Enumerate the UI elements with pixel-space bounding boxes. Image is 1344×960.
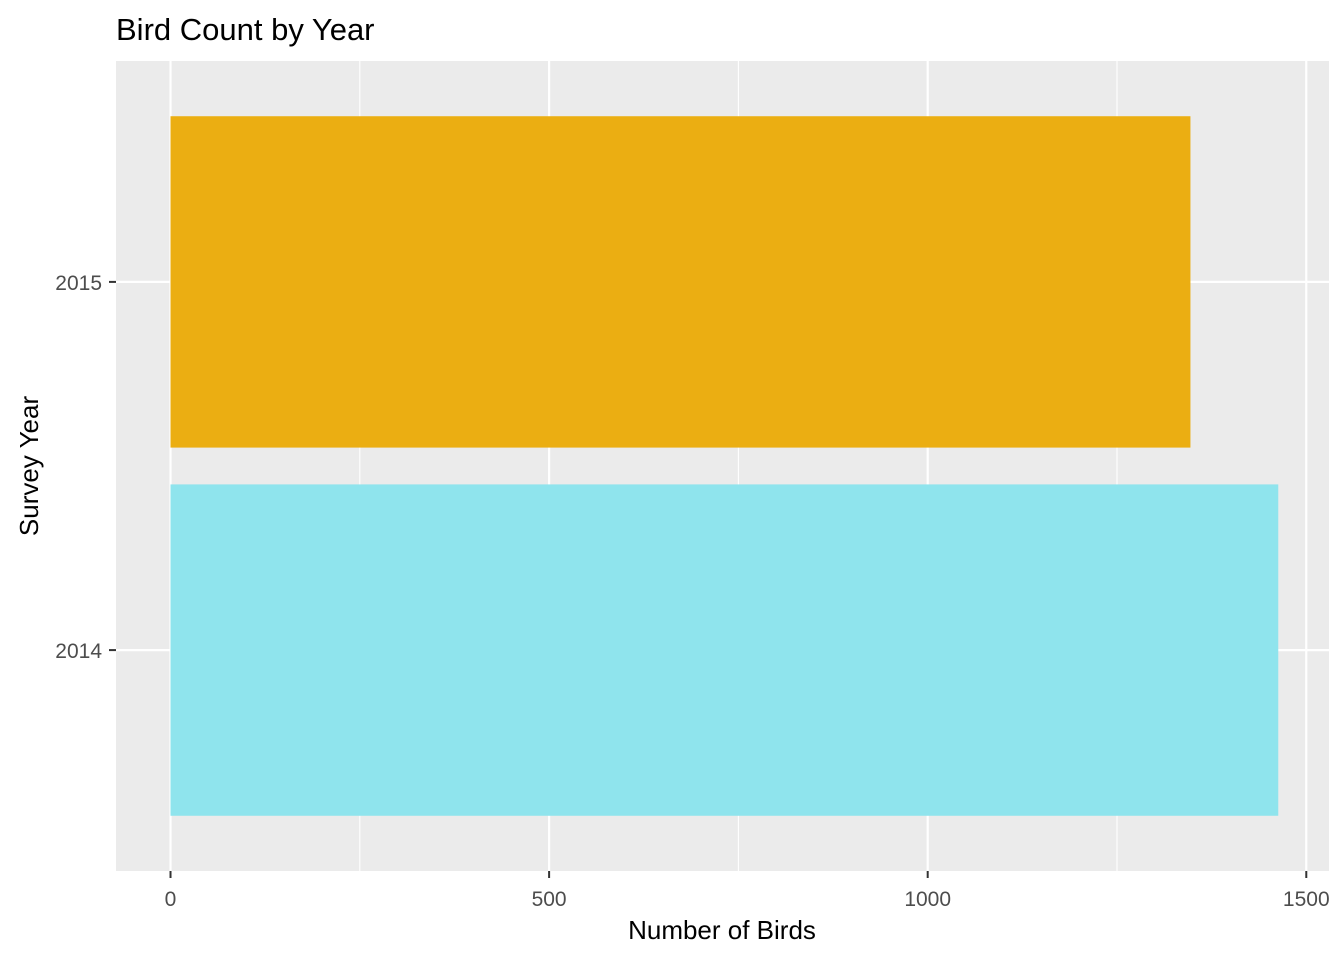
x-tick-label: 1000 xyxy=(904,888,951,911)
x-axis-title: Number of Birds xyxy=(628,915,816,945)
y-tick-label: 2014 xyxy=(55,640,102,663)
x-tick-label: 0 xyxy=(165,888,177,911)
x-tick-label: 1500 xyxy=(1283,888,1330,911)
bar-2015 xyxy=(170,116,1191,448)
y-tick-label: 2015 xyxy=(55,272,102,295)
chart-title: Bird Count by Year xyxy=(116,12,375,47)
bar-2014 xyxy=(170,484,1279,816)
bars xyxy=(170,116,1279,816)
y-axis-title: Survey Year xyxy=(14,396,44,537)
axis-ticks: 0 500 1000 1500 2014 2015 xyxy=(55,272,1329,911)
x-tick-label: 500 xyxy=(532,888,567,911)
